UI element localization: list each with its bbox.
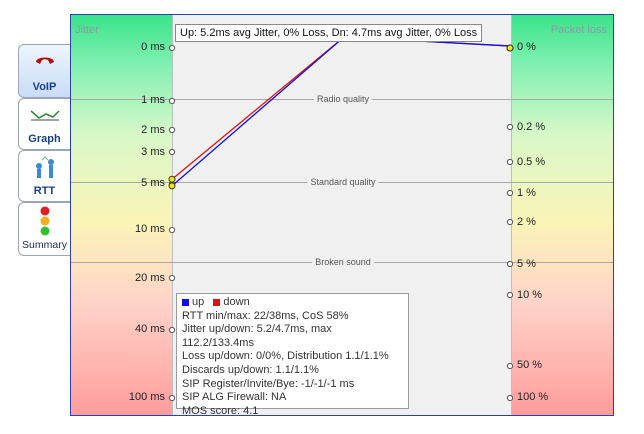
tab-graph[interactable]: Graph xyxy=(18,98,70,150)
jitter-tick: 0 ms xyxy=(141,41,165,53)
tab-voip[interactable]: VoIP xyxy=(18,44,70,98)
loss-tick: 50 % xyxy=(517,359,543,371)
legend-up-label: up xyxy=(192,296,205,308)
summary-box: Up: 5.2ms avg Jitter, 0% Loss, Dn: 4.7ms… xyxy=(175,24,483,42)
loss-tick-marker xyxy=(506,123,514,131)
jitter-tick: 1 ms xyxy=(141,94,165,106)
loss-tick-marker xyxy=(506,218,514,226)
info-line: Discards up/down: 1.1/1.1% xyxy=(182,363,319,376)
loss-tick: 2 % xyxy=(517,216,536,228)
jitter-tick-marker xyxy=(168,44,176,52)
jitter-loss-chart: Jitter Packet loss Radio quality Standar… xyxy=(70,14,614,416)
loss-tick-marker xyxy=(506,260,514,268)
tab-summary[interactable]: Summary xyxy=(18,202,70,256)
loss-tick: 5 % xyxy=(517,258,536,270)
tab-rtt-label: RTT xyxy=(33,185,56,197)
loss-tick: 100 % xyxy=(517,391,549,403)
legend-down-label: down xyxy=(223,296,250,308)
jitter-tick: 20 ms xyxy=(135,272,165,284)
radio-quality-label: Radio quality xyxy=(313,94,373,104)
broken-sound-label: Broken sound xyxy=(312,257,374,267)
tab-voip-label: VoIP xyxy=(32,81,57,93)
jitter-tick: 10 ms xyxy=(135,223,165,235)
loss-tick-marker xyxy=(506,362,514,370)
left-divider xyxy=(172,15,173,415)
series-point-up-loss xyxy=(506,44,514,52)
jitter-tick: 40 ms xyxy=(135,323,165,335)
loss-tick-marker xyxy=(506,291,514,299)
jitter-tick-marker xyxy=(168,126,176,134)
jitter-tick-marker xyxy=(168,394,176,402)
standard-quality-label: Standard quality xyxy=(307,177,379,187)
legend-down-swatch xyxy=(213,298,221,306)
jitter-tick-marker xyxy=(168,97,176,105)
jitter-tick-marker xyxy=(168,148,176,156)
traffic-light-icon xyxy=(39,206,51,239)
jitter-tick-marker xyxy=(168,226,176,234)
loss-tick: 1 % xyxy=(517,187,536,199)
jitter-tick: 2 ms xyxy=(141,124,165,136)
tab-graph-label: Graph xyxy=(28,133,61,145)
series-line-down xyxy=(171,36,511,180)
loss-tick: 0.5 % xyxy=(517,156,546,168)
right-divider xyxy=(511,15,512,415)
tab-summary-label: Summary xyxy=(22,239,67,251)
jitter-tick: 100 ms xyxy=(128,391,165,403)
phone-icon xyxy=(33,53,57,76)
loss-tick-marker xyxy=(506,394,514,402)
series-line-up xyxy=(171,36,511,187)
series-point-up-jitter xyxy=(168,182,176,190)
jitter-scale-column xyxy=(71,15,172,415)
tab-rtt[interactable]: RTT xyxy=(18,150,70,202)
graph-icon xyxy=(30,105,60,124)
info-line: Loss up/down: 0/0%, Distribution 1.1/1.1… xyxy=(182,350,389,363)
legend-up-swatch xyxy=(182,298,189,306)
jitter-header: Jitter xyxy=(75,24,99,36)
legend: up down xyxy=(182,296,403,310)
loss-tick-marker xyxy=(506,189,514,197)
info-line: SIP Register/Invite/Bye: -1/-1/-1 ms xyxy=(182,377,355,390)
rtt-icon xyxy=(32,156,58,183)
jitter-tick-marker xyxy=(168,326,176,334)
info-line: Jitter up/down: 5.2/4.7ms, max 112.2/133… xyxy=(182,323,332,349)
info-line: MOS score: 4.1 xyxy=(182,404,259,416)
info-panel: up down RTT min/max: 22/38ms, CoS 58% Ji… xyxy=(176,293,409,415)
jitter-tick: 5 ms xyxy=(141,177,165,189)
packet-loss-header: Packet loss xyxy=(550,24,607,36)
jitter-tick: 3 ms xyxy=(141,146,165,158)
loss-tick: 0.2 % xyxy=(517,121,546,133)
info-line: RTT min/max: 22/38ms, CoS 58% xyxy=(182,309,349,322)
loss-tick-marker xyxy=(506,158,514,166)
series-point-down-jitter xyxy=(168,175,176,183)
loss-tick: 0 % xyxy=(517,41,536,53)
loss-tick: 10 % xyxy=(517,289,543,301)
info-line: SIP ALG Firewall: NA xyxy=(182,391,287,404)
jitter-tick-marker xyxy=(168,274,176,282)
loss-scale-column xyxy=(511,15,613,415)
